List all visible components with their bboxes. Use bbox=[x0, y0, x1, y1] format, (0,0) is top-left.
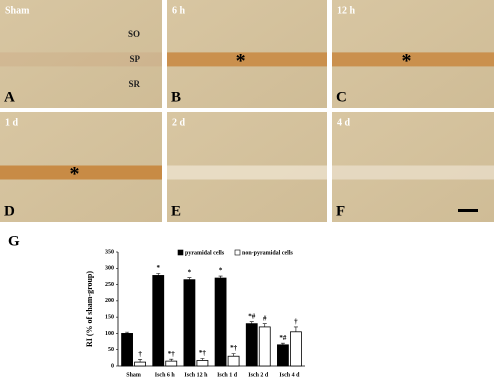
significance: *# bbox=[279, 334, 287, 342]
x-tick-label: Isch 6 h bbox=[155, 372, 176, 378]
bar bbox=[196, 360, 209, 367]
panel-label: B bbox=[171, 89, 181, 105]
panel-label: E bbox=[171, 203, 181, 219]
y-axis-title: RI (% of sham-group) bbox=[85, 271, 94, 347]
bar bbox=[152, 275, 165, 367]
significance: # bbox=[263, 314, 267, 322]
significance: † bbox=[138, 350, 142, 358]
panel-label: D bbox=[4, 203, 15, 219]
error-bar bbox=[218, 275, 223, 279]
panel-title: Sham bbox=[5, 5, 30, 16]
bar bbox=[277, 344, 289, 367]
panel-label: C bbox=[336, 89, 347, 105]
x-tick-label: Sham bbox=[126, 372, 141, 378]
y-tick-label: 350 bbox=[105, 249, 114, 255]
y-tick-label: 300 bbox=[105, 266, 114, 272]
error-bar bbox=[187, 277, 192, 280]
asterisk: * bbox=[402, 50, 412, 72]
cell-layer bbox=[0, 52, 162, 67]
error-bar bbox=[156, 273, 161, 276]
y-tick-label: 150 bbox=[105, 315, 114, 321]
layer-label: SP bbox=[129, 54, 140, 64]
legend-label: pyramidal cells bbox=[185, 250, 225, 256]
error-bar bbox=[249, 321, 254, 324]
error-bar bbox=[125, 331, 130, 334]
x-tick-label: Isch 12 h bbox=[184, 372, 208, 378]
x-tick-label: Isch 2 d bbox=[248, 372, 269, 378]
bar bbox=[290, 331, 302, 367]
error-bar bbox=[293, 326, 298, 332]
x-tick-label: Isch 1 d bbox=[217, 372, 238, 378]
layer-label: SR bbox=[128, 79, 140, 89]
bar bbox=[121, 333, 133, 367]
bar bbox=[227, 355, 240, 367]
y-tick-label: 200 bbox=[105, 298, 114, 304]
asterisk: * bbox=[236, 50, 246, 72]
panel-title: 6 h bbox=[172, 5, 186, 16]
legend-swatch bbox=[234, 249, 241, 256]
panel-title: 2 d bbox=[172, 117, 186, 128]
significance: * bbox=[188, 268, 192, 276]
bar bbox=[245, 323, 258, 367]
bar bbox=[165, 360, 178, 367]
panel-label: F bbox=[336, 203, 345, 219]
error-bar bbox=[280, 342, 285, 345]
error-bar bbox=[262, 323, 267, 327]
bar bbox=[214, 277, 227, 367]
cell-layer bbox=[0, 165, 162, 180]
panel-title: 12 h bbox=[337, 5, 356, 16]
y-tick-label: 250 bbox=[105, 282, 114, 288]
bar bbox=[134, 361, 146, 367]
cell-layer bbox=[332, 165, 494, 180]
y-tick-label: 50 bbox=[108, 347, 114, 353]
error-bar bbox=[169, 358, 174, 362]
bar bbox=[258, 326, 271, 367]
cell-layer bbox=[167, 52, 327, 67]
panel-title: 4 d bbox=[337, 117, 351, 128]
cell-layer bbox=[332, 52, 494, 67]
significance: *† bbox=[168, 350, 176, 358]
significance: *† bbox=[230, 344, 238, 352]
significance: † bbox=[294, 318, 298, 326]
legend-label: non-pyramidal cells bbox=[242, 250, 294, 256]
error-bar bbox=[138, 359, 143, 363]
significance: *# bbox=[248, 312, 256, 320]
scale-bar bbox=[458, 209, 478, 212]
error-bar bbox=[231, 353, 236, 357]
panel-label: G bbox=[8, 233, 20, 249]
layer-label: SO bbox=[128, 29, 140, 39]
panel-title: 1 d bbox=[5, 117, 19, 128]
significance: * bbox=[157, 264, 161, 272]
y-tick-label: 100 bbox=[105, 331, 114, 337]
bar bbox=[183, 279, 196, 367]
asterisk: * bbox=[70, 163, 80, 185]
significance: *† bbox=[199, 349, 207, 357]
y-tick-label: 0 bbox=[111, 363, 114, 369]
error-bar bbox=[200, 358, 205, 361]
cell-layer bbox=[167, 165, 327, 180]
micrograph bbox=[0, 0, 162, 108]
significance: * bbox=[219, 267, 223, 275]
panel-label: A bbox=[4, 89, 15, 105]
x-tick-label: Isch 4 d bbox=[279, 372, 300, 378]
legend-swatch bbox=[177, 249, 184, 256]
